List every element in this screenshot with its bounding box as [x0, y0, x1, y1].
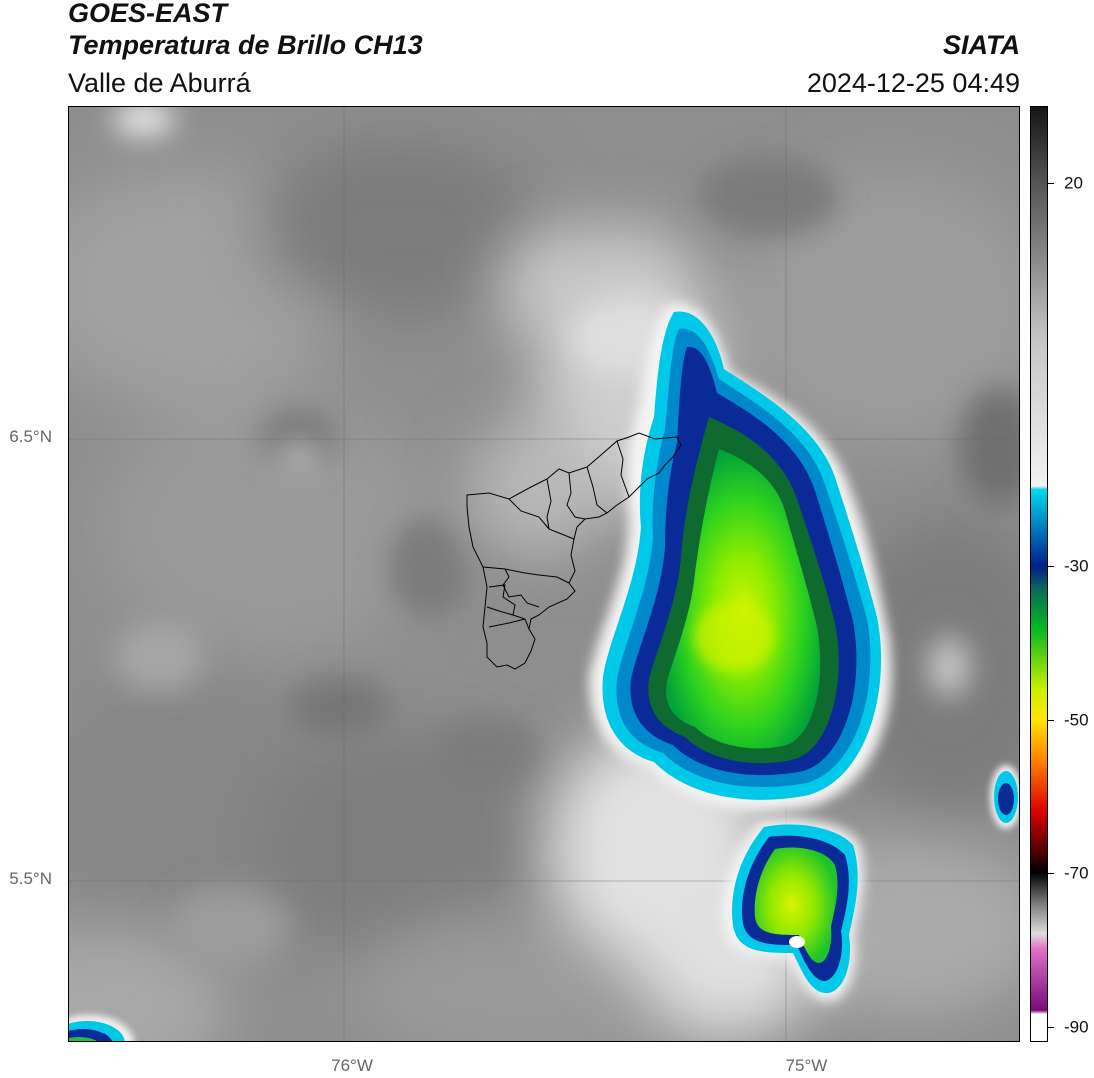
colorbar-tick-mark: [1048, 1026, 1054, 1028]
lon-label: 75°W: [785, 1056, 828, 1075]
lat-label: 5.5°N: [9, 868, 52, 888]
satellite-map[interactable]: [68, 106, 1020, 1042]
colorbar: [1030, 106, 1048, 1042]
municipal-boundaries: [466, 432, 682, 670]
colorbar-tick-mark: [1048, 719, 1054, 721]
colorbar-tick-mark: [1048, 873, 1054, 875]
colorbar-tick-label: 20: [1064, 173, 1083, 193]
subtitle-region: Valle de Aburrá: [68, 68, 251, 98]
title-product: Temperatura de Brillo CH13: [68, 30, 423, 60]
colorbar-tick-label: -30: [1064, 556, 1089, 576]
colorbar-tick-label: -90: [1064, 1017, 1089, 1037]
convective-cell-southwest: [69, 1015, 134, 1041]
convective-cell-east: [990, 765, 1019, 829]
colorbar-tick-label: -50: [1064, 710, 1089, 730]
lon-label: 76°W: [331, 1056, 373, 1075]
title-satellite: GOES-EAST: [68, 0, 228, 28]
gray-background-layer: [69, 107, 1019, 1041]
organization-label: SIATA: [943, 30, 1020, 60]
colorbar-tick-mark: [1048, 182, 1054, 184]
colorbar-tick-label: -70: [1064, 863, 1089, 883]
datetime-label: 2024-12-25 04:49: [806, 68, 1020, 98]
colorbar-tick-mark: [1048, 566, 1054, 568]
convective-cloud-south: [722, 818, 864, 1002]
lat-label: 6.5°N: [9, 427, 52, 447]
convective-cloud-main: [589, 303, 892, 811]
